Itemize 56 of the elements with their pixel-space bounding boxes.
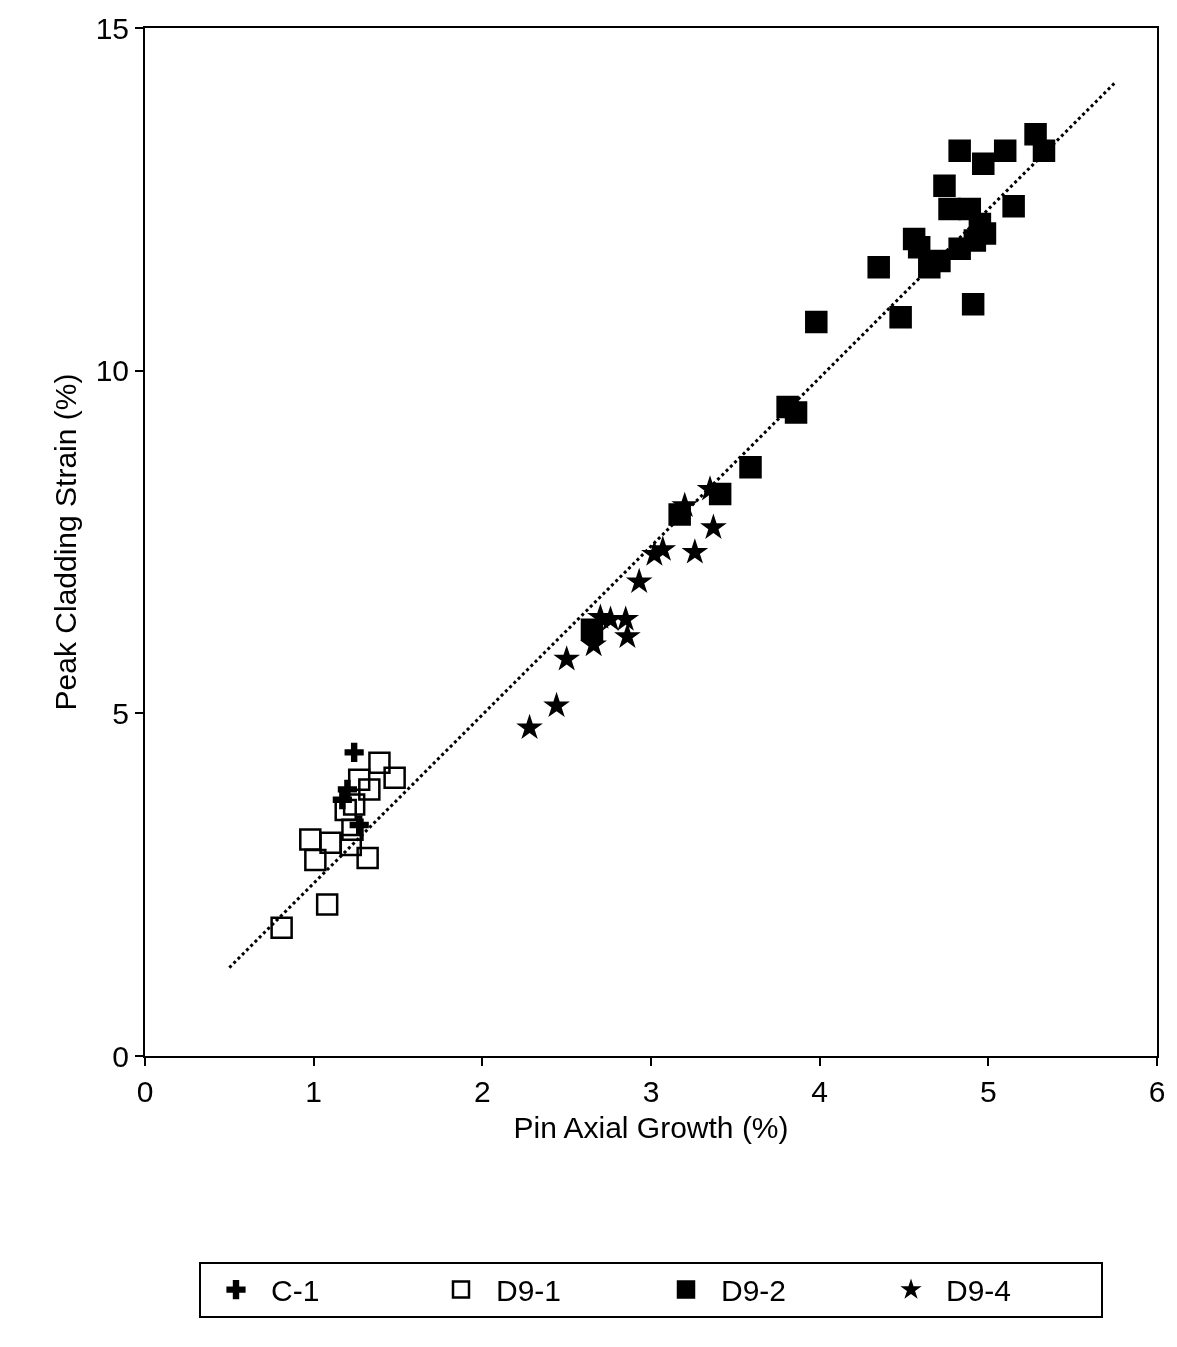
- point: [304, 848, 327, 872]
- point: [625, 567, 653, 594]
- y-tick-label: 0: [112, 1039, 129, 1073]
- point: [700, 513, 727, 539]
- point: [739, 456, 762, 479]
- x-axis-title: Pin Axial Growth (%): [513, 1111, 789, 1144]
- legend-label: C-1: [271, 1274, 320, 1308]
- point: [907, 236, 931, 259]
- point: [963, 229, 987, 252]
- point: [516, 713, 543, 740]
- y-tick-label: 5: [112, 696, 129, 730]
- y-tick-label: 15: [95, 11, 129, 45]
- point: [933, 174, 956, 197]
- x-tick-label: 2: [473, 1075, 491, 1108]
- legend-label: D9-1: [496, 1274, 562, 1308]
- point: [867, 255, 890, 279]
- x-tick-label: 0: [136, 1075, 154, 1108]
- point: [543, 691, 570, 718]
- point: [356, 846, 379, 870]
- point: [993, 139, 1017, 162]
- point: [553, 645, 580, 671]
- point: [1032, 139, 1056, 162]
- point: [1002, 194, 1025, 218]
- point: [961, 292, 985, 316]
- point: [344, 742, 364, 762]
- point: [649, 535, 677, 561]
- point: [671, 491, 699, 518]
- legend-label: D9-4: [946, 1274, 1012, 1308]
- point: [805, 310, 828, 334]
- point: [299, 828, 322, 851]
- x-tick-label: 1: [305, 1075, 323, 1108]
- point: [315, 893, 339, 916]
- legend-label: D9-2: [721, 1274, 787, 1308]
- point: [889, 305, 912, 329]
- point: [339, 833, 363, 857]
- point: [368, 751, 391, 774]
- point: [972, 152, 995, 175]
- point: [784, 401, 808, 424]
- point: [614, 622, 641, 648]
- point: [342, 793, 366, 816]
- x-tick-label: 5: [979, 1075, 997, 1108]
- x-tick-label: 3: [642, 1075, 660, 1108]
- point: [334, 798, 357, 822]
- x-tick-label: 6: [1148, 1075, 1166, 1108]
- y-axis-title: Peak Cladding Strain (%): [49, 373, 83, 711]
- point: [347, 768, 371, 792]
- x-tick-label: 4: [811, 1075, 829, 1108]
- point: [270, 916, 293, 940]
- point: [948, 139, 971, 162]
- point: [938, 197, 961, 221]
- y-tick-label: 10: [95, 354, 129, 388]
- point: [918, 255, 941, 279]
- point: [681, 538, 709, 564]
- point: [358, 778, 381, 801]
- point: [383, 766, 406, 789]
- point: [319, 831, 342, 855]
